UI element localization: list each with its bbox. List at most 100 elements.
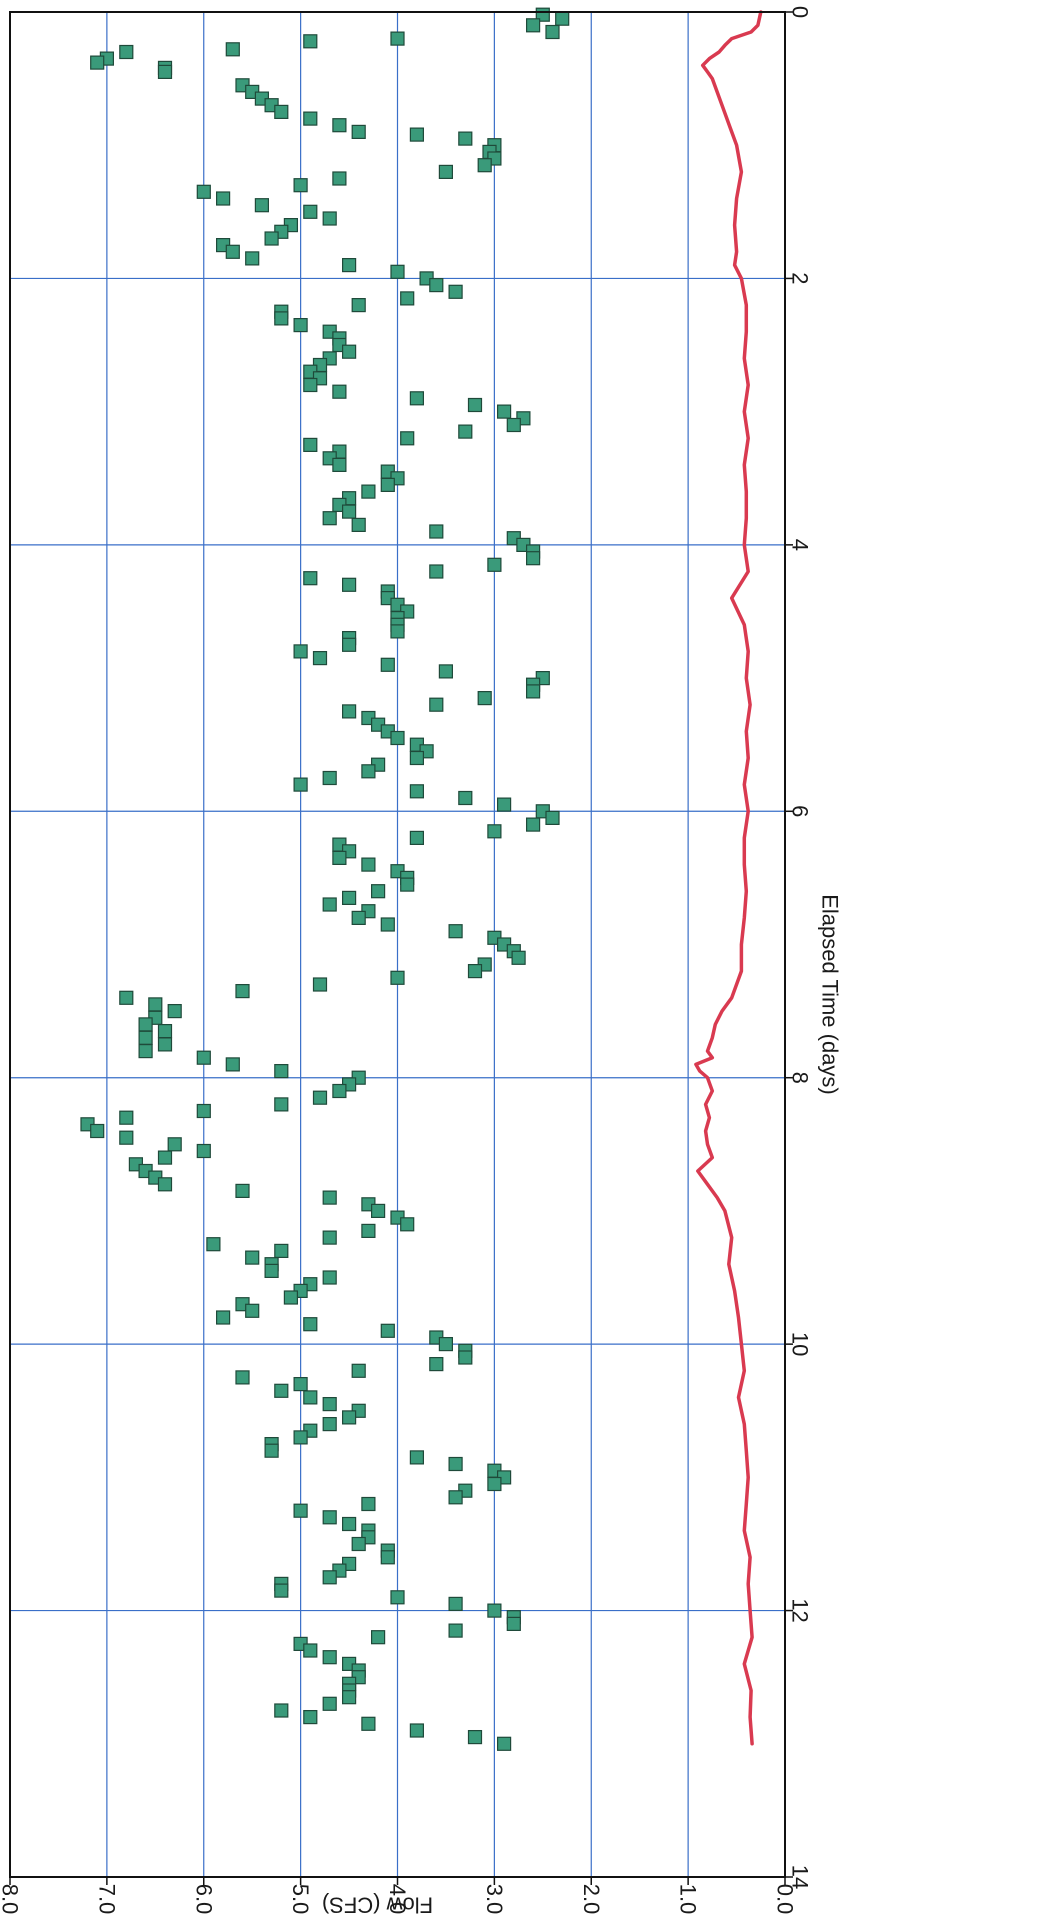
scatter-point-234 [380,1550,395,1565]
scatter-point-208 [293,1376,308,1392]
scatter-point-106 [429,697,444,712]
scatter-point-152 [167,1003,182,1019]
scatter-point-30 [216,191,231,206]
scatter-point-31 [254,198,269,213]
scatter-point-67 [303,437,318,452]
scatter-point-198 [216,1310,231,1325]
scatter-point-11 [157,64,173,80]
scatter-point-46 [351,298,366,313]
scatter-point-180 [322,1190,337,1205]
scatter-point-210 [303,1390,318,1405]
y-tick-label-7: 7.0 [94,1884,119,1915]
scatter-point-58 [303,377,318,393]
scatter-point-139 [380,917,395,932]
scatter-point-64 [506,417,521,433]
scatter-point-168 [119,1110,134,1125]
scatter-point-88 [342,577,357,592]
scatter-point-161 [274,1063,289,1079]
x-axis-label: Elapsed Time (days) [818,894,843,1095]
scatter-point-1 [555,11,570,26]
scatter-point-197 [245,1303,260,1318]
scatter-point-259 [361,1716,376,1731]
scatter-point-133 [400,877,415,892]
scatter-point-185 [361,1223,376,1239]
scatter-point-154 [138,1017,153,1032]
scatter-point-232 [351,1536,366,1552]
scatter-point-206 [351,1363,366,1378]
scatter-point-260 [409,1723,424,1738]
scatter-point-65 [458,424,473,439]
scatter-point-229 [342,1516,357,1532]
scatter-point-107 [342,704,357,719]
x-tick-label-1: 2 [788,272,813,284]
scatter-point-32 [303,204,318,219]
y-tick-label-5: 5.0 [288,1884,313,1915]
scatter-point-100 [380,657,395,672]
scatter-point-186 [322,1230,337,1245]
plot-area [10,7,785,1877]
scatter-point-7 [119,44,134,60]
scatter-point-119 [409,784,424,799]
scatter-point-44 [448,284,463,299]
y-tick-label-2: 2.0 [579,1884,604,1915]
scatter-point-178 [157,1177,173,1192]
scatter-point-158 [138,1043,153,1059]
scatter-point-157 [157,1037,173,1052]
scatter-point-225 [448,1490,463,1505]
scatter-point-9 [90,55,105,70]
scatter-point-228 [322,1510,337,1525]
scatter-point-74 [361,484,376,499]
scatter-point-219 [409,1450,424,1465]
x-tick-label-3: 6 [788,805,813,817]
scatter-point-125 [487,824,502,839]
scatter-point-237 [322,1570,337,1585]
scatter-point-27 [332,171,347,186]
scatter-point-216 [293,1430,308,1445]
scatter-point-104 [525,684,541,699]
scatter-point-188 [274,1243,289,1259]
scatter-point-85 [487,557,502,572]
scatter-point-36 [264,231,279,246]
scatter-point-70 [332,457,347,472]
scatter-point-172 [167,1137,182,1152]
scatter-point-213 [342,1410,357,1425]
scatter-point-192 [322,1270,337,1285]
scatter-point-223 [487,1476,502,1492]
scatter-point-60 [409,391,424,406]
scatter-point-226 [361,1496,376,1512]
scatter-point-86 [429,564,444,579]
scatter-point-147 [390,970,405,985]
scatter-point-191 [264,1263,279,1279]
scatter-point-174 [157,1150,173,1165]
scatter-point-149 [235,983,250,999]
scatter-point-179 [235,1183,250,1199]
scatter-point-156 [138,1030,153,1045]
scatter-point-245 [448,1623,463,1638]
scatter-point-4 [390,31,405,46]
scatter-point-79 [351,517,366,533]
scatter-point-218 [264,1443,279,1458]
scatter-point-184 [400,1217,415,1232]
scatter-point-138 [351,910,366,926]
x-tick-label-7: 14 [788,1865,813,1889]
scatter-point-111 [390,730,405,746]
scatter-point-211 [322,1396,337,1412]
scatter-point-101 [438,664,453,679]
scatter-point-164 [332,1083,347,1099]
scatter-point-199 [303,1317,318,1332]
scatter-point-73 [380,477,395,492]
scatter-point-202 [438,1336,453,1352]
scatter-point-39 [245,251,260,266]
scatter-point-105 [477,690,492,706]
x-tick-label-2: 4 [788,539,813,551]
scatter-point-204 [458,1350,473,1365]
scatter-point-148 [312,977,328,992]
scatter-point-6 [225,42,240,57]
scatter-point-33 [322,211,337,226]
scatter-point-97 [342,637,357,652]
scatter-point-257 [274,1703,289,1718]
scatter-point-239 [274,1583,289,1598]
scatter-point-150 [119,990,134,1005]
scatter-point-242 [487,1603,502,1618]
